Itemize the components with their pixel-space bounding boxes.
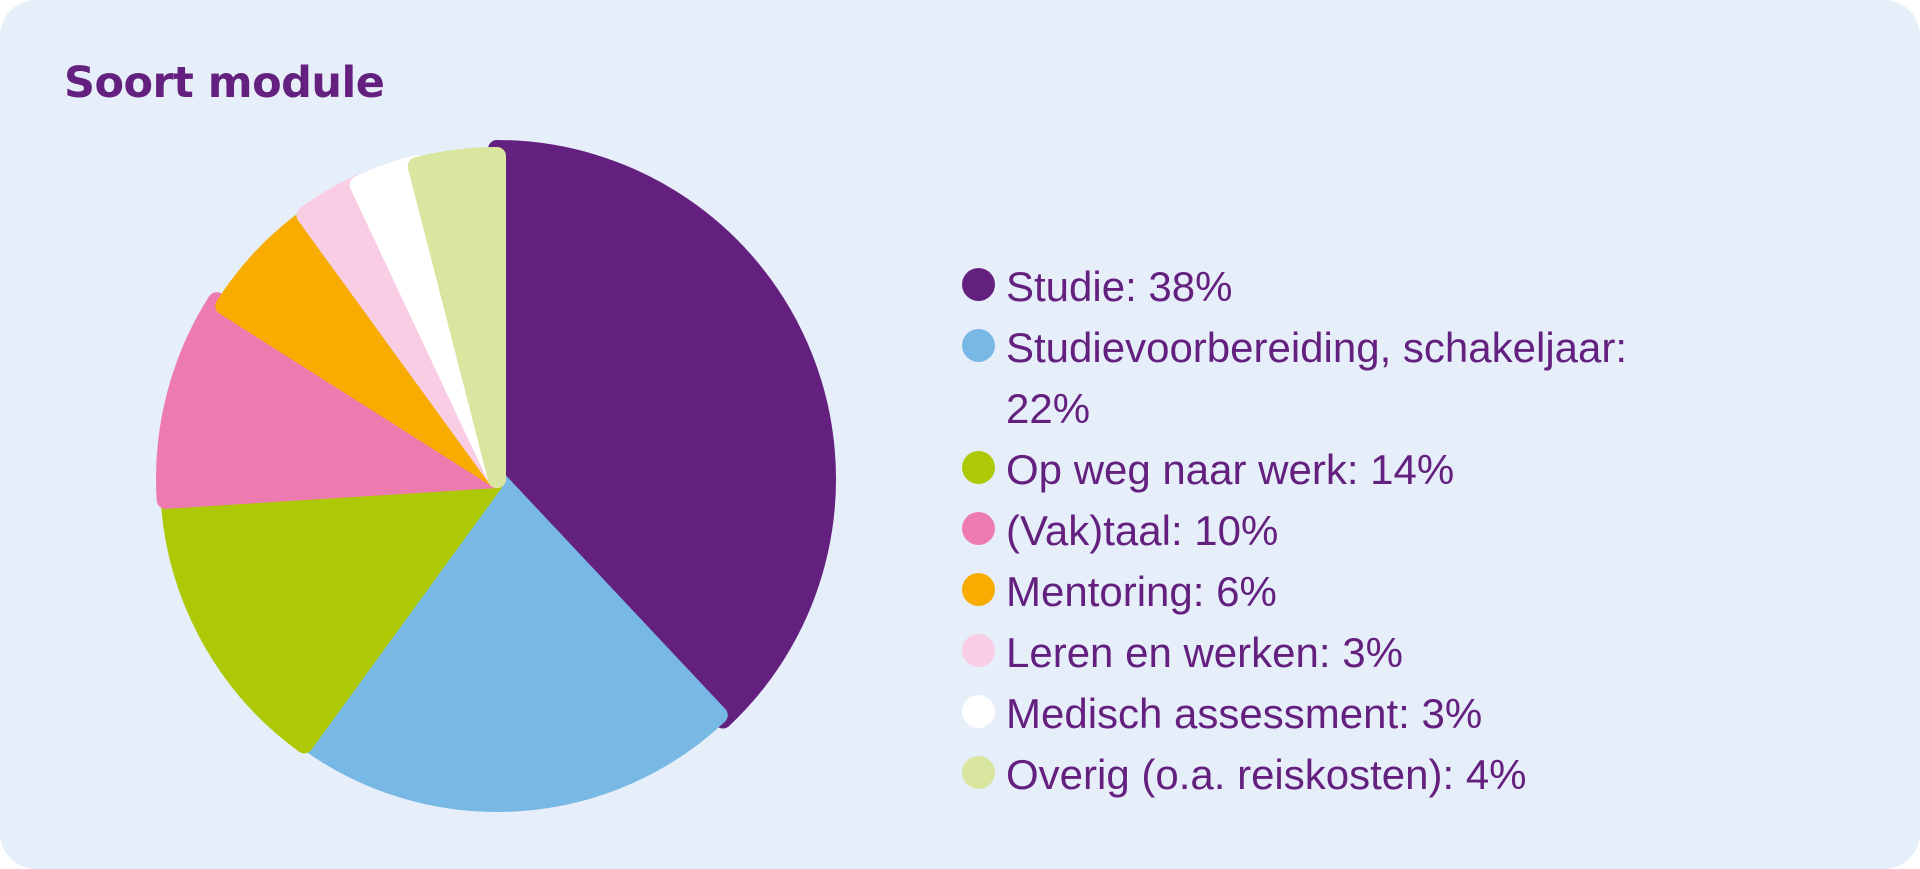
legend-item: Studie: 38% [962,256,1662,317]
legend-item: Mentoring: 6% [962,561,1662,622]
legend-item: Leren en werken: 3% [962,622,1662,683]
pie-slice-2 [297,470,728,812]
legend-swatch [962,451,995,484]
legend-label: Leren en werken: 3% [1006,629,1403,676]
legend-label: Medisch assessment: 3% [1006,690,1483,737]
legend-label: (Vak)taal: 10% [1006,507,1279,554]
legend-label: Op weg naar werk: 14% [1006,446,1455,493]
legend-swatch [962,634,995,667]
chart-legend: Studie: 38% Studievoorbereiding, schakelj… [962,256,1662,805]
pie-slice-3 [160,470,506,754]
legend-swatch [962,756,995,789]
legend-swatch [962,512,995,545]
legend-item: Overig (o.a. reiskosten): 4% [962,744,1662,805]
legend-item: Studievoorbereiding, schakeljaar: 22% [962,317,1662,439]
legend-swatch [962,573,995,606]
pie-slice-1 [488,140,836,729]
legend-swatch [962,329,995,362]
pie-slice-4 [156,292,506,509]
pie-slice-8 [407,147,506,488]
legend-swatch [962,268,995,301]
legend-label: Studie: 38% [1006,263,1233,310]
legend-item: Medisch assessment: 3% [962,683,1662,744]
chart-title: Soort module [64,58,385,108]
legend-item: (Vak)taal: 10% [962,500,1662,561]
legend-label: Mentoring: 6% [1006,568,1277,615]
legend-label: Overig (o.a. reiskosten): 4% [1006,751,1527,798]
legend-item: Op weg naar werk: 14% [962,439,1662,500]
legend-label: Studievoorbereiding, schakeljaar: 22% [1006,324,1628,432]
pie-chart [156,140,836,812]
legend-swatch [962,695,995,728]
